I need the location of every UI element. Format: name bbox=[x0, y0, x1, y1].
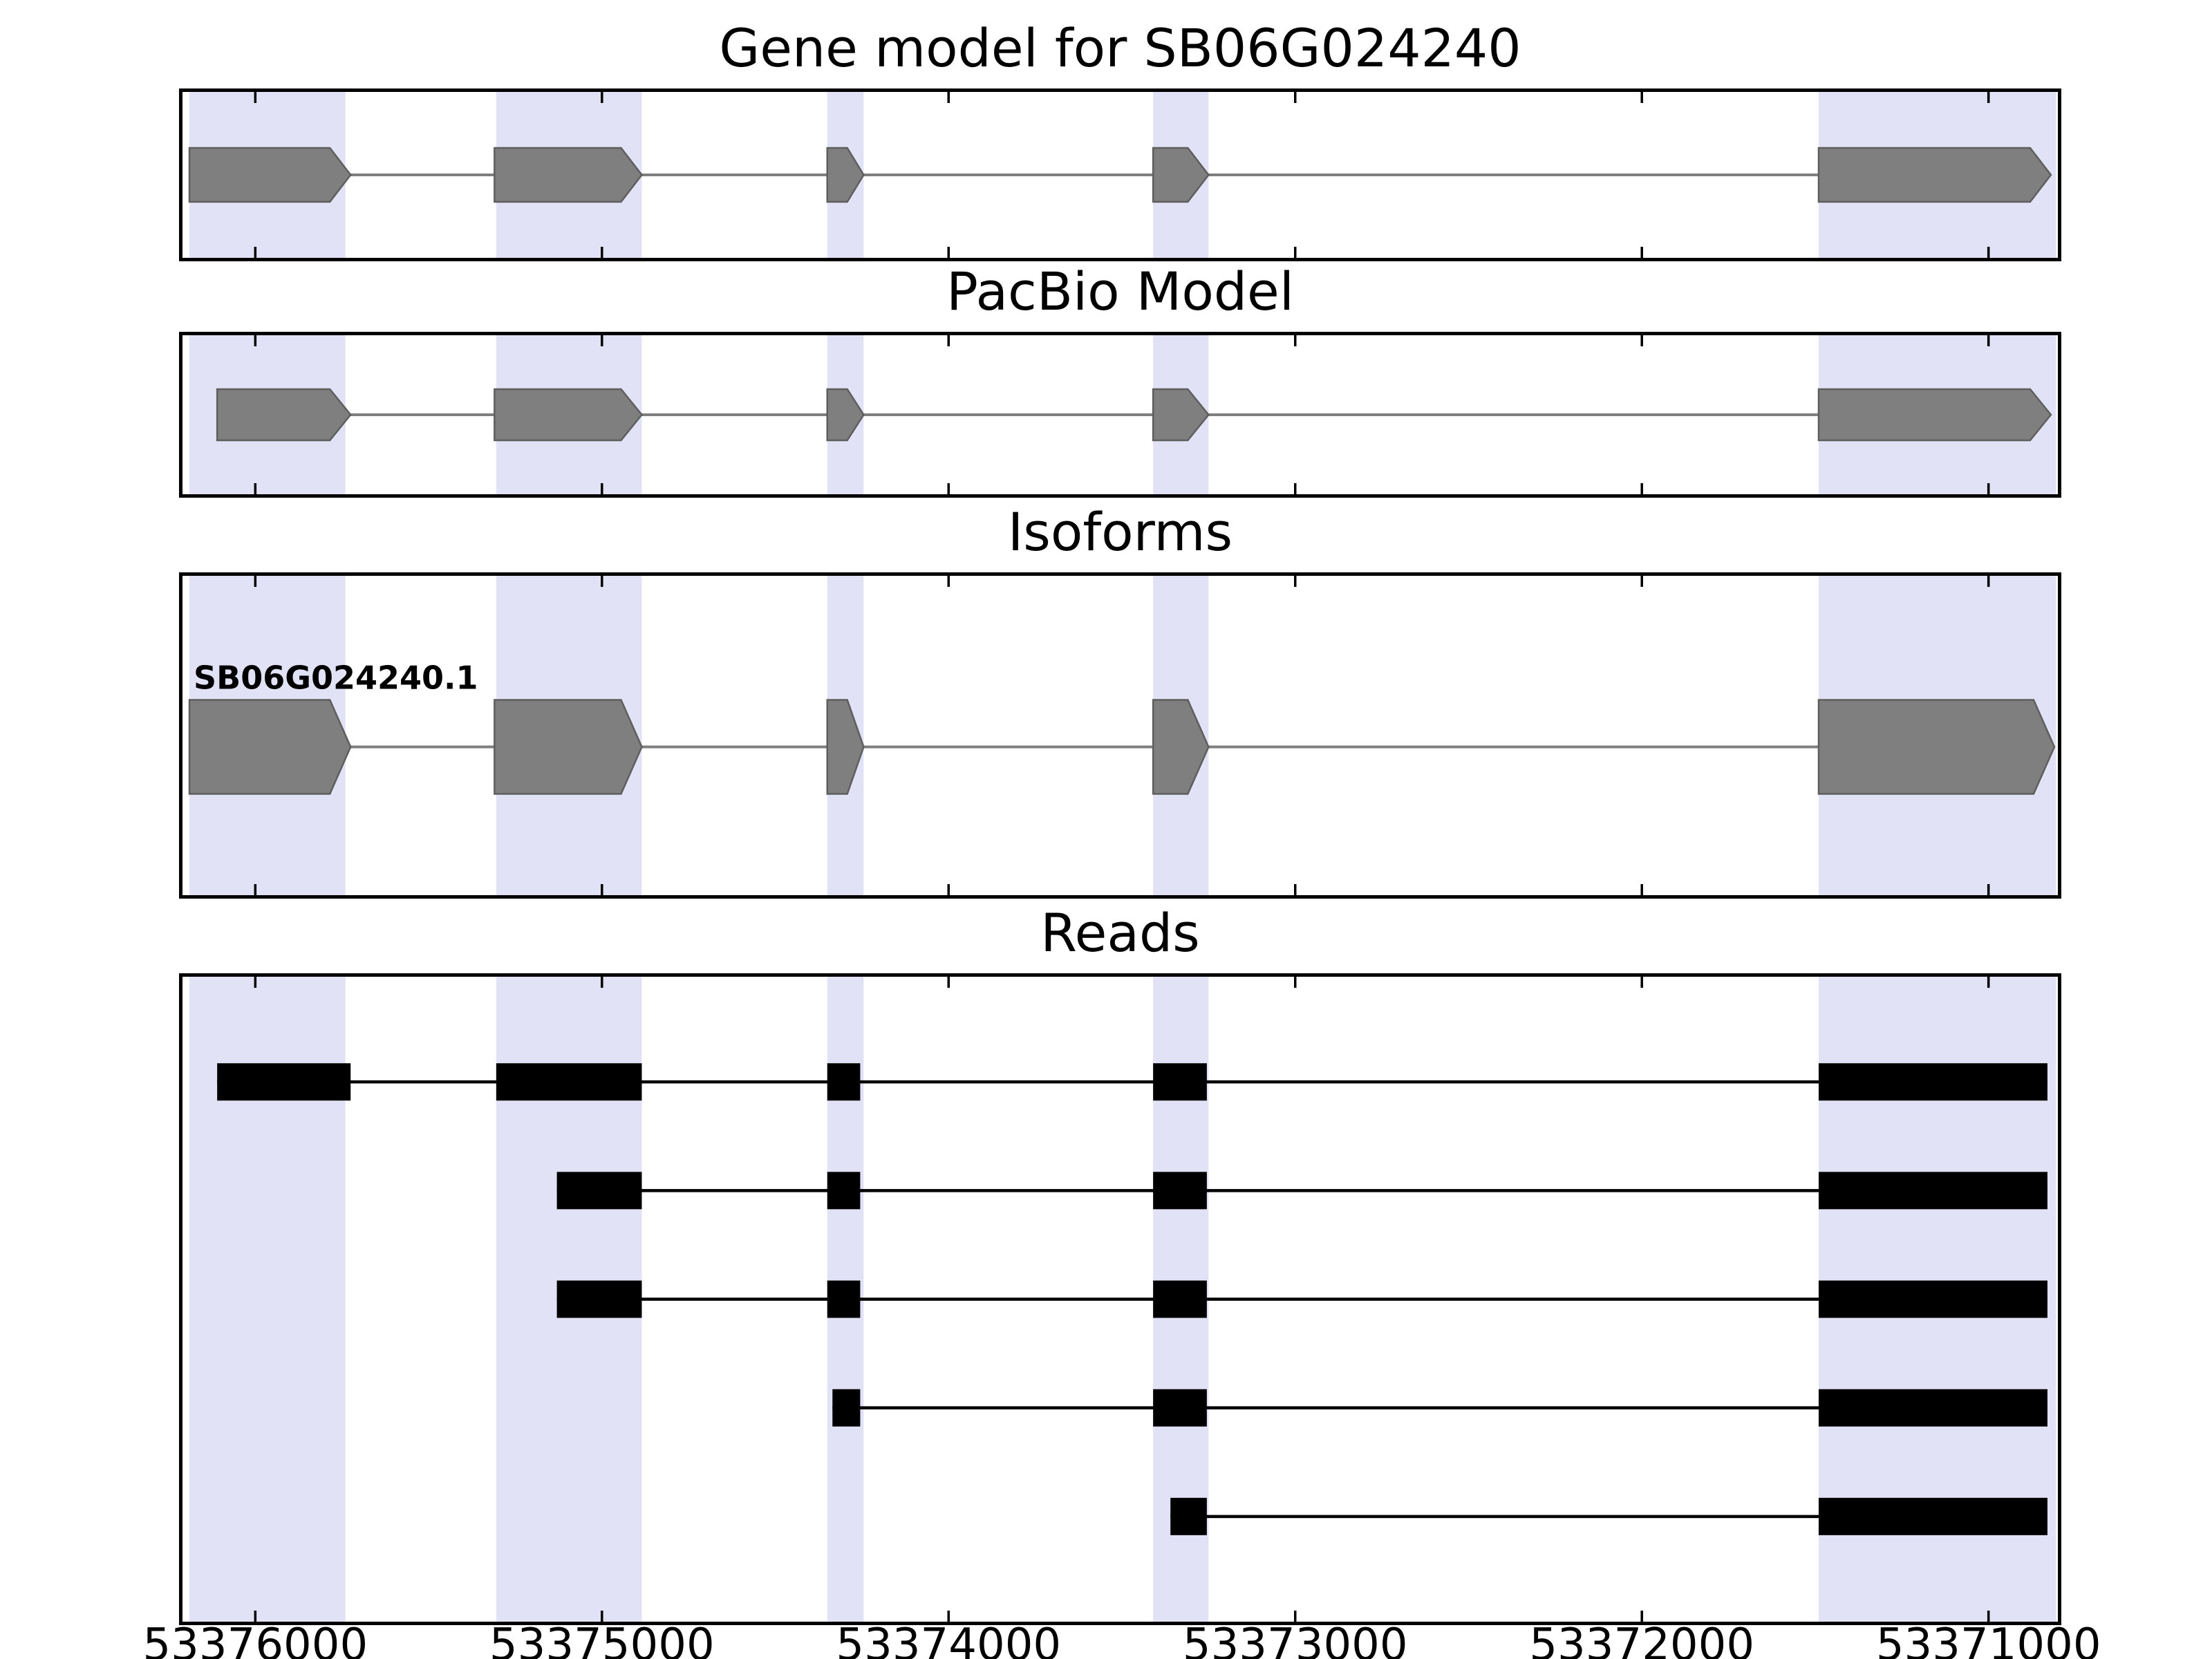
panel-border bbox=[179, 332, 2061, 498]
x-tick-label: 53372000 bbox=[1529, 1620, 1755, 1659]
read-exon bbox=[1153, 1063, 1207, 1101]
panel-canvas-reads bbox=[179, 973, 2061, 1625]
read-exon bbox=[1818, 1280, 2047, 1318]
exon-arrow bbox=[826, 388, 865, 442]
exon-arrow bbox=[216, 388, 352, 442]
exon-arrow bbox=[188, 147, 352, 203]
read-exon bbox=[1153, 1280, 1207, 1318]
panel-border bbox=[179, 88, 2061, 261]
panel-isoforms: SB06G024240.1 bbox=[179, 572, 2061, 899]
panel-title-gene-model: Gene model for SB06G024240 bbox=[719, 17, 1521, 79]
exon-arrow bbox=[494, 699, 643, 795]
read-exon bbox=[556, 1280, 642, 1318]
exon-arrow bbox=[1817, 699, 2056, 795]
read-exon bbox=[1818, 1172, 2047, 1210]
read-exon bbox=[1153, 1172, 1207, 1210]
transcript-label: SB06G024240.1 bbox=[194, 659, 478, 697]
panel-gene-model bbox=[179, 88, 2061, 261]
x-tick-label: 53376000 bbox=[142, 1620, 368, 1659]
read-exon bbox=[556, 1172, 642, 1210]
read-exon bbox=[827, 1172, 861, 1210]
read-exon bbox=[832, 1389, 861, 1427]
exon-arrow bbox=[1152, 388, 1210, 442]
panel-title-isoforms: Isoforms bbox=[1007, 501, 1233, 563]
exon-arrow bbox=[1817, 147, 2052, 203]
read-exon bbox=[217, 1063, 351, 1101]
panel-canvas-isoforms: SB06G024240.1 bbox=[179, 572, 2061, 899]
x-tick-label: 53374000 bbox=[836, 1620, 1062, 1659]
exon-arrow bbox=[494, 147, 644, 203]
panel-title-reads: Reads bbox=[1040, 902, 1200, 964]
exon-arrow bbox=[1817, 388, 2052, 442]
panel-title-pacbio-model: PacBio Model bbox=[946, 261, 1294, 322]
panel-pacbio-model bbox=[179, 332, 2061, 498]
x-tick-label: 53371000 bbox=[1875, 1620, 2101, 1659]
exon-arrow bbox=[188, 699, 352, 795]
exon-arrow bbox=[1152, 147, 1210, 203]
panel-reads bbox=[179, 973, 2061, 1625]
exon-arrow bbox=[1152, 699, 1210, 795]
exon-arrow bbox=[494, 388, 644, 442]
panel-canvas-pacbio-model bbox=[179, 332, 2061, 498]
x-tick-label: 53375000 bbox=[489, 1620, 715, 1659]
read-exon bbox=[1818, 1497, 2047, 1535]
read-exon bbox=[827, 1063, 861, 1101]
panel-border bbox=[179, 572, 2061, 899]
panel-canvas-gene-model bbox=[179, 88, 2061, 261]
read-exon bbox=[1170, 1497, 1207, 1535]
exon-arrow bbox=[826, 699, 865, 795]
exon-arrow bbox=[826, 147, 865, 203]
read-exon bbox=[1153, 1389, 1207, 1427]
read-exon bbox=[496, 1063, 642, 1101]
x-tick-label: 53373000 bbox=[1182, 1620, 1408, 1659]
read-exon bbox=[827, 1280, 861, 1318]
read-exon bbox=[1818, 1389, 2047, 1427]
panel-border bbox=[179, 973, 2061, 1625]
read-exon bbox=[1818, 1063, 2047, 1101]
